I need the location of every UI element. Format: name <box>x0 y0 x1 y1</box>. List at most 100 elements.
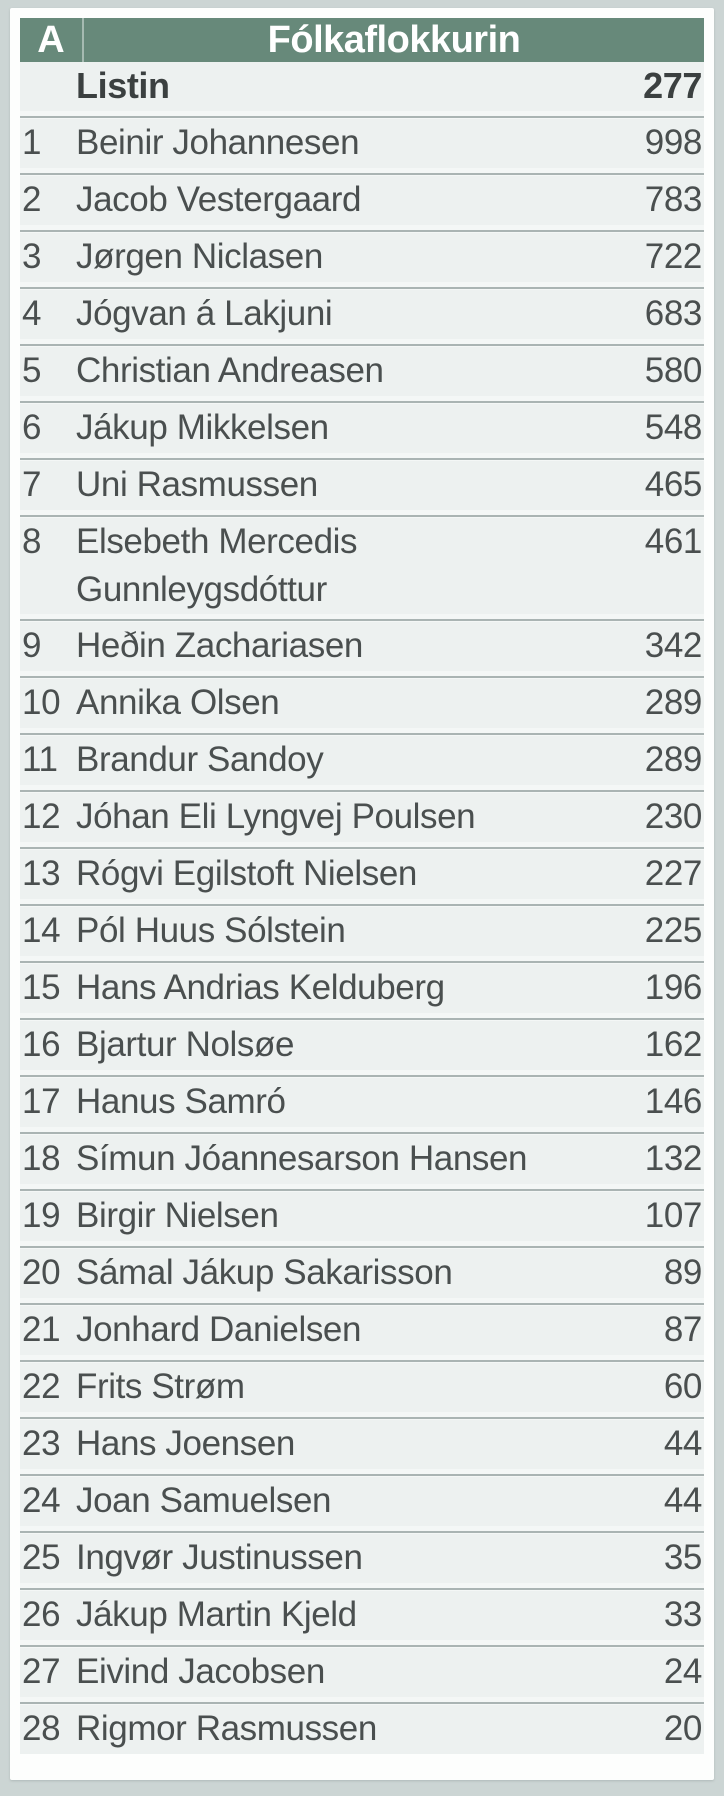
candidate-row: 26 Jákup Martin Kjeld 33 <box>20 1591 704 1640</box>
candidate-votes: 44 <box>663 1481 703 1520</box>
row-separator <box>20 1412 704 1420</box>
candidate-name: Joan Samuelsen <box>76 1481 332 1520</box>
candidate-name: Frits Strøm <box>76 1367 245 1406</box>
party-name: Fólkaflokkurin <box>267 18 521 61</box>
candidate-row: 13 Rógvi Egilstoft Nielsen 227 <box>20 850 704 899</box>
candidate-name: Brandur Sandoy <box>76 740 324 779</box>
row-separator <box>20 225 704 233</box>
candidate-votes: 132 <box>644 1139 703 1178</box>
candidate-name: Jákup Mikkelsen <box>76 408 329 447</box>
candidate-name: Jacob Vestergaard <box>76 180 362 219</box>
candidate-votes: 225 <box>644 911 703 950</box>
candidate-rank: 18 <box>22 1139 61 1178</box>
candidate-row: 3 Jørgen Niclasen 722 <box>20 233 704 282</box>
candidate-row: 1 Beinir Johannesen 998 <box>20 119 704 168</box>
candidate-votes: 783 <box>644 180 703 219</box>
candidate-rank: 17 <box>22 1082 61 1121</box>
candidate-row: 15 Hans Andrias Kelduberg 196 <box>20 964 704 1013</box>
row-separator <box>20 339 704 347</box>
candidate-votes: 89 <box>663 1253 703 1292</box>
candidate-rank: 27 <box>22 1652 61 1691</box>
candidate-name: Elsebeth Mercedis Gunnleygsdóttur <box>76 522 358 609</box>
candidate-name: Uni Rasmussen <box>76 465 318 504</box>
candidate-row: 8 Elsebeth Mercedis Gunnleygsdóttur 461 <box>20 518 704 614</box>
candidate-rank: 21 <box>22 1310 61 1349</box>
candidate-row: 19 Birgir Nielsen 107 <box>20 1192 704 1241</box>
candidate-name: Heðin Zachariasen <box>76 626 363 665</box>
candidate-votes: 342 <box>644 626 703 665</box>
row-separator <box>20 1013 704 1021</box>
candidate-rank: 28 <box>22 1709 61 1748</box>
row-separator <box>20 1241 704 1249</box>
candidate-rank: 12 <box>22 797 61 836</box>
candidate-rank: 22 <box>22 1367 61 1406</box>
candidate-rank: 2 <box>22 180 42 219</box>
candidate-votes: 683 <box>644 294 703 333</box>
candidate-votes: 20 <box>663 1709 703 1748</box>
candidate-name: Ingvør Justinussen <box>76 1538 363 1577</box>
candidate-rank: 10 <box>22 683 61 722</box>
candidate-votes: 289 <box>644 740 703 779</box>
candidate-name: Sámal Jákup Sakarisson <box>76 1253 453 1292</box>
row-separator <box>20 1640 704 1648</box>
candidate-votes: 33 <box>663 1595 703 1634</box>
row-separator <box>20 1070 704 1078</box>
candidate-rank: 14 <box>22 911 61 950</box>
candidate-row: 14 Pól Huus Sólstein 225 <box>20 907 704 956</box>
candidate-row: 5 Christian Andreasen 580 <box>20 347 704 396</box>
results-card: A Fólkaflokkurin Listin 277 1 Beinir Joha… <box>10 8 714 1780</box>
candidate-rank: 23 <box>22 1424 61 1463</box>
candidate-votes: 722 <box>644 237 703 276</box>
candidate-name: Jørgen Niclasen <box>76 237 323 276</box>
row-separator <box>20 728 704 736</box>
candidate-row: 12 Jóhan Eli Lyngvej Poulsen 230 <box>20 793 704 842</box>
candidate-rank: 25 <box>22 1538 61 1577</box>
candidate-row: 16 Bjartur Nolsøe 162 <box>20 1021 704 1070</box>
row-separator <box>20 1127 704 1135</box>
candidate-rank: 26 <box>22 1595 61 1634</box>
row-separator <box>20 1298 704 1306</box>
candidate-votes: 998 <box>644 123 703 162</box>
candidate-row: 27 Eivind Jacobsen 24 <box>20 1648 704 1697</box>
candidate-row: 9 Heðin Zachariasen 342 <box>20 622 704 671</box>
row-separator <box>20 510 704 518</box>
candidate-row: 25 Ingvør Justinussen 35 <box>20 1534 704 1583</box>
candidate-votes: 580 <box>644 351 703 390</box>
candidate-votes: 461 <box>644 522 703 561</box>
candidate-name: Rógvi Egilstoft Nielsen <box>76 854 417 893</box>
candidate-name: Jákup Martin Kjeld <box>76 1595 357 1634</box>
row-separator <box>20 956 704 964</box>
row-separator <box>20 899 704 907</box>
candidate-row: 17 Hanus Samró 146 <box>20 1078 704 1127</box>
candidate-row: 11 Brandur Sandoy 289 <box>20 736 704 785</box>
candidate-votes: 196 <box>644 968 703 1007</box>
row-separator <box>20 1355 704 1363</box>
candidate-rank: 5 <box>22 351 42 390</box>
candidate-rank: 24 <box>22 1481 61 1520</box>
candidate-rank: 6 <box>22 408 42 447</box>
candidate-votes: 230 <box>644 797 703 836</box>
row-separator <box>20 1469 704 1477</box>
candidate-votes: 35 <box>663 1538 703 1577</box>
candidate-name: Christian Andreasen <box>76 351 384 390</box>
candidate-rank: 9 <box>22 626 42 665</box>
candidate-votes: 24 <box>663 1652 703 1691</box>
candidate-name: Hans Andrias Kelduberg <box>76 968 445 1007</box>
candidate-name: Bjartur Nolsøe <box>76 1025 295 1064</box>
candidate-votes: 44 <box>663 1424 703 1463</box>
candidate-votes: 87 <box>663 1310 703 1349</box>
candidate-row: 4 Jógvan á Lakjuni 683 <box>20 290 704 339</box>
candidate-name: Birgir Nielsen <box>76 1196 279 1235</box>
row-separator <box>20 842 704 850</box>
list-total-label: Listin <box>76 65 170 106</box>
row-separator <box>20 396 704 404</box>
candidate-row: 20 Sámal Jákup Sakarisson 89 <box>20 1249 704 1298</box>
candidate-table: 1 Beinir Johannesen 998 2 Jacob Vestergaard 7… <box>20 111 704 1754</box>
candidate-name: Pól Huus Sólstein <box>76 911 346 950</box>
row-separator <box>20 614 704 622</box>
candidate-row: 24 Joan Samuelsen 44 <box>20 1477 704 1526</box>
candidate-votes: 162 <box>644 1025 703 1064</box>
candidate-row: 7 Uni Rasmussen 465 <box>20 461 704 510</box>
candidate-name: Jonhard Danielsen <box>76 1310 362 1349</box>
